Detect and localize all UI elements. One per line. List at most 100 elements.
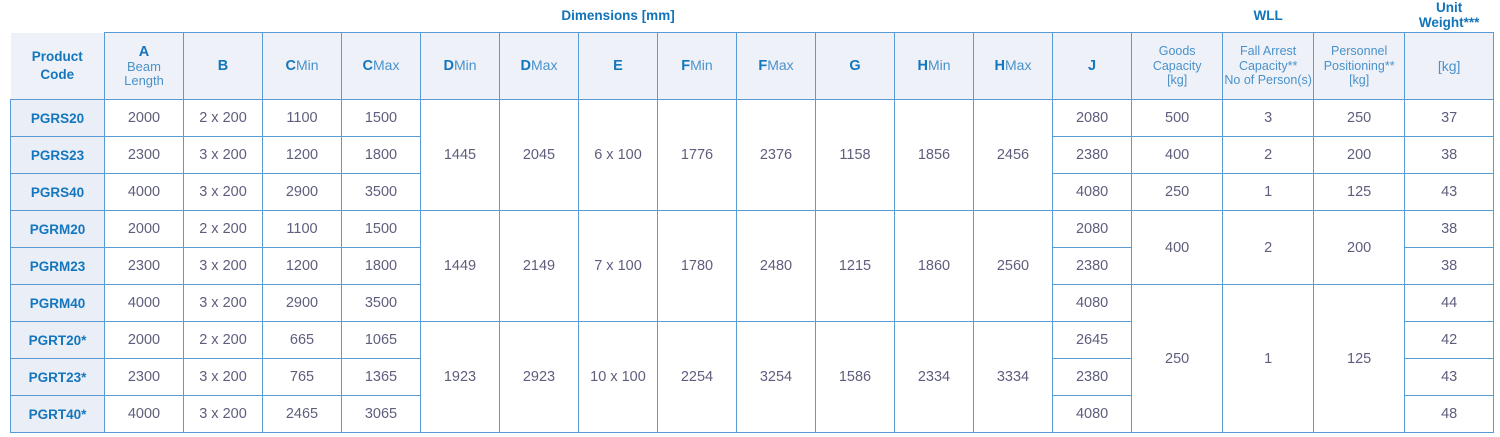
cell-unit-weight: 48	[1404, 395, 1495, 433]
header-c-max: CMax	[341, 32, 421, 100]
cell-j: 2380	[1051, 247, 1133, 285]
header-f-max: FMax	[736, 32, 816, 100]
cell-product-code: PGRM23	[10, 247, 105, 285]
cell-cmin: 765	[262, 358, 342, 396]
cell-g: 1586	[815, 321, 895, 433]
cell-personnel-positioning: 200	[1313, 210, 1406, 285]
header-h-min: HMin	[894, 32, 974, 100]
header-goods-capacity: Goods Capacity [kg]	[1131, 32, 1224, 100]
table-header-row: Product Code A Beam Length B CMin CMax D…	[10, 32, 1495, 100]
header-product-line1: Product	[31, 49, 83, 65]
cell-cmin: 1100	[262, 99, 342, 137]
cell-goods-capacity: 250	[1131, 173, 1224, 211]
cell-fmin: 1776	[657, 99, 737, 211]
cell-b: 2 x 200	[183, 321, 263, 359]
header-a-letter: A	[138, 43, 150, 60]
cell-hmin: 2334	[894, 321, 974, 433]
cell-product-code: PGRS23	[10, 136, 105, 174]
cell-hmin: 1860	[894, 210, 974, 322]
cell-a: 4000	[104, 284, 184, 322]
header-h-max: HMax	[973, 32, 1053, 100]
cell-fmax: 2480	[736, 210, 816, 322]
header-b: B	[183, 32, 263, 100]
header-e: E	[578, 32, 658, 100]
cell-dmin: 1445	[420, 99, 500, 211]
header-a-sub1: Beam	[127, 59, 161, 75]
cell-product-code: PGRT40*	[10, 395, 105, 433]
cell-goods-capacity: 400	[1131, 210, 1224, 285]
cell-a: 2300	[104, 247, 184, 285]
cell-unit-weight: 44	[1404, 284, 1495, 322]
header-a-sub2: Length	[124, 73, 164, 89]
cell-unit-weight: 43	[1404, 358, 1495, 396]
cell-product-code: PGRM40	[10, 284, 105, 322]
cell-cmax: 1800	[341, 136, 421, 174]
cell-cmax: 1800	[341, 247, 421, 285]
cell-product-code: PGRM20	[10, 210, 105, 248]
title-unit-weight: Unit Weight***	[1404, 0, 1494, 33]
cell-personnel-positioning: 125	[1313, 173, 1406, 211]
cell-b: 3 x 200	[183, 284, 263, 322]
cell-cmin: 665	[262, 321, 342, 359]
cell-fall-arrest: 1	[1222, 284, 1315, 433]
cell-cmax: 3065	[341, 395, 421, 433]
cell-e: 6 x 100	[578, 99, 658, 211]
cell-j: 2380	[1051, 136, 1133, 174]
cell-a: 2300	[104, 136, 184, 174]
cell-b: 3 x 200	[183, 247, 263, 285]
cell-dmax: 2149	[499, 210, 579, 322]
cell-a: 4000	[104, 395, 184, 433]
cell-j: 2380	[1051, 358, 1133, 396]
header-j: J	[1051, 32, 1133, 100]
cell-g: 1158	[815, 99, 895, 211]
cell-hmin: 1856	[894, 99, 974, 211]
cell-cmax: 1500	[341, 99, 421, 137]
cell-a: 2000	[104, 210, 184, 248]
cell-dmin: 1923	[420, 321, 500, 433]
cell-unit-weight: 42	[1404, 321, 1495, 359]
table-row: PGRM23 2300 3 x 200 1200 1800 2380 38	[10, 247, 1495, 285]
cell-product-code: PGRS20	[10, 99, 105, 137]
cell-fmax: 2376	[736, 99, 816, 211]
header-d-min: DMin	[420, 32, 500, 100]
cell-fall-arrest: 2	[1222, 136, 1315, 174]
header-d-max: DMax	[499, 32, 579, 100]
cell-j: 4080	[1051, 284, 1133, 322]
table-row: PGRM20 2000 2 x 200 1100 1500 1449 2149 …	[10, 210, 1495, 322]
cell-hmax: 2456	[973, 99, 1053, 211]
header-product-line2: Code	[40, 66, 75, 82]
cell-fall-arrest: 2	[1222, 210, 1315, 285]
header-f-min: FMin	[657, 32, 737, 100]
cell-dmax: 2045	[499, 99, 579, 211]
header-g: G	[815, 32, 895, 100]
cell-personnel-positioning: 200	[1313, 136, 1406, 174]
cell-hmax: 3334	[973, 321, 1053, 433]
header-a-beam-length: A Beam Length	[104, 32, 184, 100]
cell-unit-weight: 38	[1404, 136, 1495, 174]
cell-b: 3 x 200	[183, 173, 263, 211]
header-c-min: CMin	[262, 32, 342, 100]
header-personnel-positioning: Personnel Positioning** [kg]	[1313, 32, 1406, 100]
cell-j: 4080	[1051, 173, 1133, 211]
cell-cmax: 1500	[341, 210, 421, 248]
table-row: PGRT40* 4000 3 x 200 2465 3065 4080 48	[10, 395, 1495, 433]
cell-personnel-positioning: 125	[1313, 284, 1406, 433]
table-title-row: Dimensions [mm] WLL Unit Weight***	[10, 0, 1494, 33]
cell-cmin: 2900	[262, 173, 342, 211]
cell-fmin: 1780	[657, 210, 737, 322]
cell-unit-weight: 37	[1404, 99, 1495, 137]
header-product-code: Product Code	[10, 32, 105, 100]
cell-a: 4000	[104, 173, 184, 211]
cell-product-code: PGRT20*	[10, 321, 105, 359]
cell-product-code: PGRS40	[10, 173, 105, 211]
cell-unit-weight: 43	[1404, 173, 1495, 211]
cell-b: 2 x 200	[183, 99, 263, 137]
header-fall-arrest: Fall Arrest Capacity** No of Person(s)	[1222, 32, 1315, 100]
title-wll: WLL	[1131, 0, 1405, 33]
cell-cmin: 1200	[262, 247, 342, 285]
title-dimensions: Dimensions [mm]	[104, 0, 1132, 33]
cell-g: 1215	[815, 210, 895, 322]
cell-dmin: 1449	[420, 210, 500, 322]
cell-fall-arrest: 1	[1222, 173, 1315, 211]
